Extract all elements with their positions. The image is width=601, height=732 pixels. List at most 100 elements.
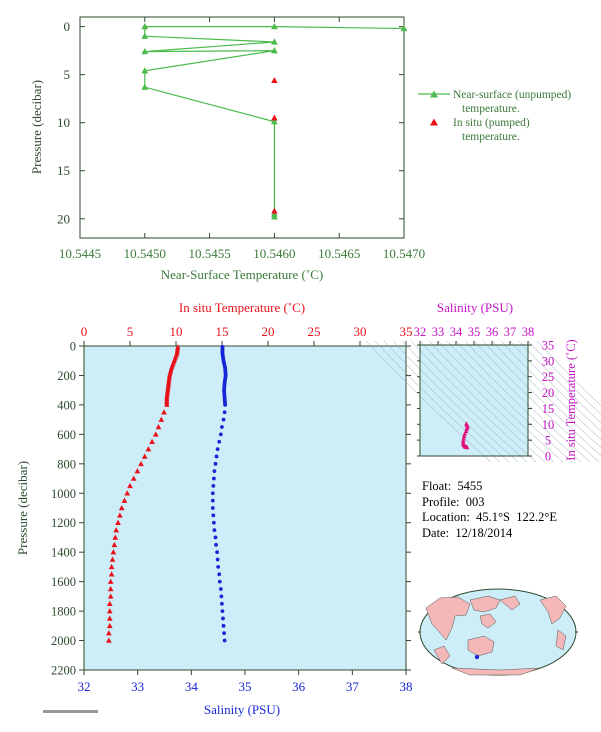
unpumped-point (141, 23, 149, 30)
pressure-tick-label: 0 (70, 340, 76, 354)
salinity-point (221, 623, 226, 628)
pressure-tick-label: 1800 (51, 605, 76, 619)
salinity-point (217, 579, 222, 584)
salinity-tick-label: 37 (346, 679, 360, 694)
temperature-point (117, 512, 123, 518)
temperature-point (108, 571, 115, 577)
salinity-point (214, 454, 219, 459)
salinity-point (210, 506, 215, 510)
ts-point (464, 425, 470, 430)
temperature-point (113, 527, 120, 533)
density-contour (482, 340, 601, 457)
temperature-point (108, 563, 115, 570)
temperature-point (134, 468, 141, 474)
density-contour (428, 340, 555, 463)
temperature-point (138, 460, 144, 467)
temperature-point (105, 630, 112, 636)
salinity-point (214, 542, 218, 547)
density-contour (527, 340, 601, 415)
salinity-point (217, 572, 222, 577)
main-plot-area (84, 346, 406, 670)
salinity-point (211, 484, 216, 488)
salinity-point (216, 565, 221, 569)
salinity-point (222, 410, 227, 415)
unpumped-point (270, 38, 278, 45)
ts-x-tick-label: 36 (486, 325, 499, 339)
temperature-point (107, 593, 114, 599)
location-row: Location: 45.1°S 122.2°E (422, 510, 557, 524)
near-surface-chart: 10.5445 10.5450 10.5455 10.5460 10.5465 10.54… (29, 16, 571, 282)
temperature-point (106, 608, 113, 614)
temperature-point (141, 453, 148, 459)
temperature-point (105, 637, 112, 643)
temperature-point (112, 534, 119, 540)
pressure-tick-label: 1200 (51, 516, 76, 530)
main-top-x-label: In situ Temperature (˚C) (179, 300, 305, 315)
ts-y-tick-label: 35 (542, 339, 555, 353)
density-contour (518, 340, 601, 424)
top-y-tick-label: 0 (64, 19, 71, 34)
unpumped-line (144, 26, 405, 217)
ts-x-label: Salinity (PSU) (437, 300, 513, 315)
salinity-point (215, 447, 220, 451)
pressure-tick-label: 1000 (51, 487, 76, 501)
salinity-point (215, 557, 220, 562)
salinity-point (211, 513, 216, 518)
temperature-point (106, 600, 113, 606)
pressure-tick-label: 200 (57, 369, 76, 383)
main-series-marks (105, 344, 228, 643)
pressure-tick-label: 800 (57, 457, 76, 471)
ts-x-tick-label: 33 (432, 325, 445, 339)
temperature-point (110, 549, 117, 555)
salinity-point (220, 425, 224, 429)
ts-x-tick-label: 32 (414, 325, 427, 339)
density-contour (392, 340, 519, 463)
pressure-tick-label: 2200 (51, 664, 76, 678)
top-y-tick-label: 5 (64, 67, 71, 82)
temperature-point (109, 556, 116, 562)
temperature-point (107, 586, 114, 592)
float-row: Float: 5455 (422, 479, 483, 493)
density-contour (419, 340, 546, 463)
salinity-point (221, 616, 225, 621)
legend-marker-unpumped (430, 90, 438, 98)
temperature-point (124, 490, 131, 496)
pumped-point (271, 114, 278, 121)
temperature-point (127, 482, 133, 489)
float-location-marker (474, 654, 480, 660)
float-info: Float: 5455 Profile: 003 Location: 45.1°… (422, 479, 557, 541)
pumped-point (271, 77, 278, 83)
ts-y-tick-label: 20 (542, 386, 555, 400)
ts-y-tick-label: 30 (542, 354, 555, 368)
top-y-label: Pressure (decibar) (29, 80, 44, 174)
map-land (425, 595, 567, 676)
temperature-point (121, 497, 128, 503)
pressure-tick-label: 600 (57, 428, 76, 442)
salinity-point (215, 550, 219, 555)
density-contour (500, 340, 601, 440)
ts-density-contours (365, 340, 601, 463)
density-contour (446, 340, 573, 463)
temperature-point (115, 519, 121, 525)
ts-y-label: In situ Temperature (˚C) (564, 339, 578, 460)
unpumped-point (400, 24, 408, 32)
top-series-lines (144, 26, 405, 217)
temperature-point (118, 505, 125, 511)
top-axes: 10.5445 10.5450 10.5455 10.5460 10.5465 10.54… (57, 17, 425, 261)
pressure-tick-label: 400 (57, 398, 76, 412)
top-x-tick-label: 10.5455 (188, 246, 230, 261)
temperature-point (164, 402, 170, 407)
legend-marker-pumped (430, 118, 438, 126)
ts-x-tick-label: 34 (450, 325, 463, 339)
top-x-tick-label: 10.5470 (383, 246, 425, 261)
salinity-point (211, 476, 216, 481)
salinity-point (219, 594, 224, 599)
temperature-tick-label: 0 (81, 324, 88, 339)
density-contour (374, 340, 501, 463)
salinity-point (213, 535, 218, 540)
unpumped-point (270, 47, 278, 54)
ts-point (462, 431, 468, 436)
temperature-point (111, 541, 118, 548)
